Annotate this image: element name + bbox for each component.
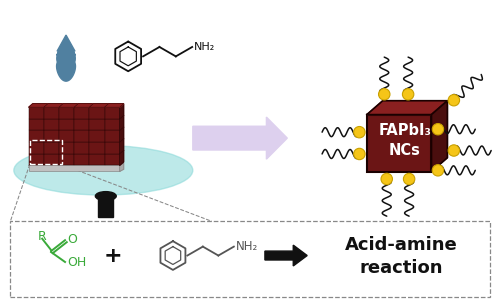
Polygon shape [120,104,124,119]
Bar [59,131,74,142]
Polygon shape [120,115,124,131]
Polygon shape [432,101,448,171]
Bar [90,119,104,131]
Ellipse shape [96,191,116,201]
Circle shape [432,165,444,176]
Circle shape [354,148,365,160]
Bar [28,131,44,142]
Bar [90,154,104,165]
Bar [74,119,90,131]
Bar [74,107,90,119]
Text: FAPbI₃
NCs: FAPbI₃ NCs [378,123,431,158]
FancyBboxPatch shape [10,221,490,297]
Circle shape [381,173,392,185]
Polygon shape [59,104,78,107]
Polygon shape [57,35,75,51]
Polygon shape [28,104,48,107]
Bar [44,154,59,165]
Polygon shape [104,104,124,107]
Bar [28,107,44,119]
Circle shape [448,145,460,156]
Polygon shape [120,127,124,142]
FancyArrow shape [193,117,288,159]
Bar [104,154,120,165]
Bar [74,131,90,142]
Text: +: + [104,246,122,266]
Polygon shape [120,163,124,171]
Bar [28,119,44,131]
Bar [90,142,104,154]
FancyArrow shape [265,245,307,266]
Polygon shape [57,48,76,68]
Ellipse shape [14,145,193,195]
Bar [44,131,59,142]
Text: NH₂: NH₂ [194,42,216,52]
Circle shape [432,124,444,135]
Circle shape [404,173,415,185]
Text: O: O [67,233,77,246]
Bar [59,119,74,131]
Polygon shape [56,59,76,81]
Polygon shape [74,104,94,107]
Bar [104,107,120,119]
Bar [44,107,59,119]
Bar [28,165,120,171]
Bar [104,119,120,131]
Bar [90,131,104,142]
Polygon shape [56,40,76,55]
Bar [74,154,90,165]
Bar [104,142,120,154]
Bar [28,154,44,165]
Polygon shape [120,150,124,165]
Bar [30,140,62,165]
Text: OH: OH [67,256,86,269]
Bar [90,107,104,119]
Bar [28,142,44,154]
Circle shape [402,88,414,100]
Polygon shape [120,138,124,154]
Circle shape [378,88,390,100]
Polygon shape [367,101,448,115]
Text: R: R [38,230,46,243]
Bar [59,107,74,119]
Bar [44,119,59,131]
Bar [44,142,59,154]
Bar [74,142,90,154]
Polygon shape [28,163,124,165]
Polygon shape [44,104,63,107]
Text: Acid-amine
reaction: Acid-amine reaction [346,236,458,277]
Bar [104,131,120,142]
Bar [367,115,432,171]
Circle shape [354,126,365,138]
Polygon shape [90,104,108,107]
Bar [59,154,74,165]
Bar [59,142,74,154]
Text: NH₂: NH₂ [236,240,258,253]
Circle shape [448,95,460,106]
FancyBboxPatch shape [98,197,114,217]
